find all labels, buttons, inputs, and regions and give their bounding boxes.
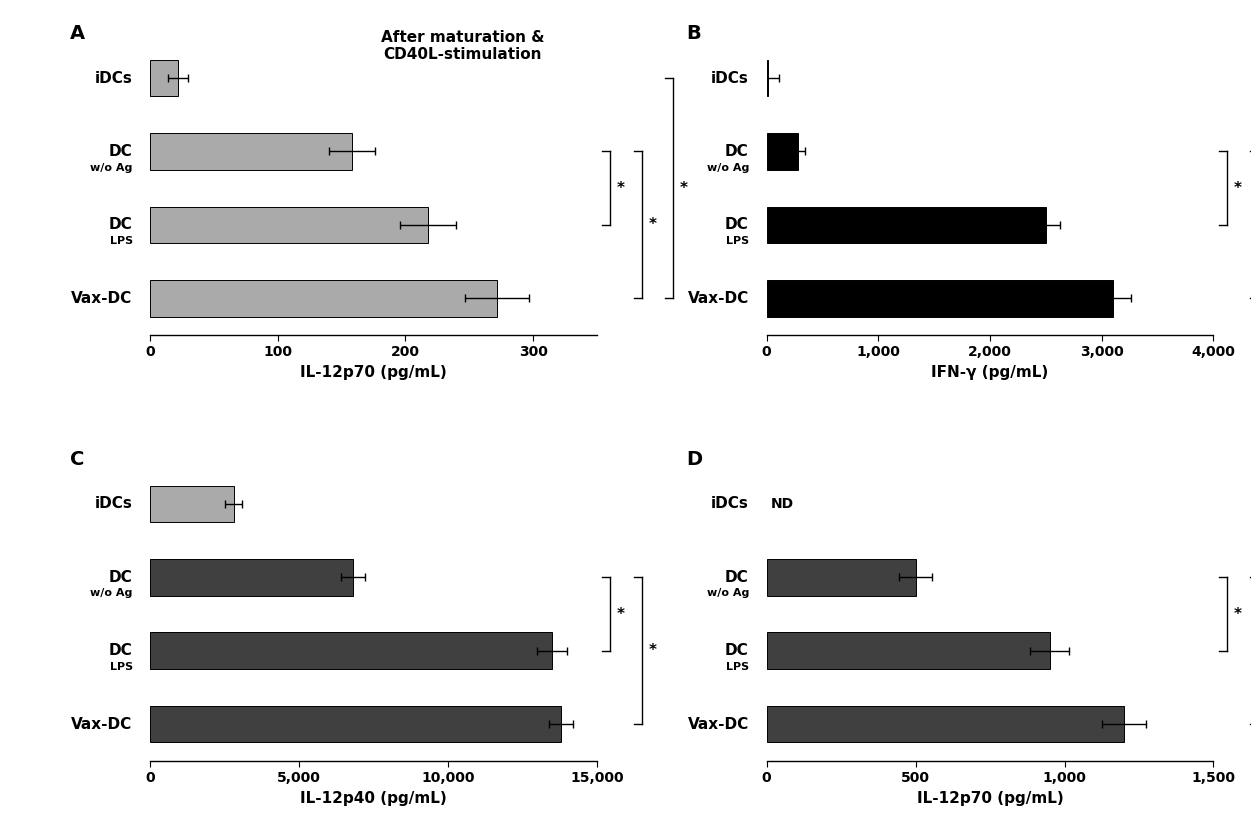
Text: w/o Ag: w/o Ag bbox=[707, 163, 749, 173]
Text: A: A bbox=[70, 24, 85, 43]
X-axis label: IL-12p40 (pg/mL): IL-12p40 (pg/mL) bbox=[300, 791, 447, 805]
Text: iDCs: iDCs bbox=[94, 70, 133, 85]
Bar bbox=[767, 559, 916, 595]
Bar bbox=[150, 705, 562, 743]
Text: DC: DC bbox=[109, 144, 133, 159]
Text: After maturation &
CD40L-stimulation: After maturation & CD40L-stimulation bbox=[382, 30, 544, 62]
Text: w/o Ag: w/o Ag bbox=[90, 163, 133, 173]
Bar bbox=[150, 559, 353, 595]
Text: DC: DC bbox=[726, 643, 749, 658]
Text: *: * bbox=[648, 643, 657, 658]
Text: DC: DC bbox=[726, 144, 749, 159]
Text: *: * bbox=[617, 606, 626, 622]
X-axis label: IFN-γ (pg/mL): IFN-γ (pg/mL) bbox=[932, 365, 1048, 380]
Bar bbox=[767, 633, 1050, 669]
Text: C: C bbox=[70, 450, 84, 469]
X-axis label: IL-12p70 (pg/mL): IL-12p70 (pg/mL) bbox=[917, 791, 1063, 805]
Bar bbox=[150, 207, 428, 243]
Text: *: * bbox=[679, 180, 688, 196]
Text: w/o Ag: w/o Ag bbox=[707, 589, 749, 599]
Bar bbox=[767, 133, 798, 170]
Bar bbox=[767, 280, 1113, 317]
Text: ND: ND bbox=[771, 497, 794, 511]
Bar bbox=[150, 633, 552, 669]
Text: iDCs: iDCs bbox=[94, 496, 133, 511]
Text: *: * bbox=[617, 180, 626, 196]
Bar bbox=[150, 485, 234, 522]
Text: *: * bbox=[648, 218, 657, 232]
Text: D: D bbox=[687, 450, 702, 469]
Text: iDCs: iDCs bbox=[711, 496, 749, 511]
Text: DC: DC bbox=[109, 218, 133, 232]
Text: *: * bbox=[1233, 606, 1241, 622]
Text: Vax-DC: Vax-DC bbox=[71, 717, 133, 732]
Bar bbox=[150, 60, 178, 97]
Text: LPS: LPS bbox=[726, 662, 749, 672]
Text: *: * bbox=[1233, 180, 1241, 196]
Text: DC: DC bbox=[726, 218, 749, 232]
Text: LPS: LPS bbox=[110, 662, 133, 672]
X-axis label: IL-12p70 (pg/mL): IL-12p70 (pg/mL) bbox=[300, 365, 447, 380]
Text: Vax-DC: Vax-DC bbox=[71, 291, 133, 306]
Text: DC: DC bbox=[109, 570, 133, 585]
Bar bbox=[767, 705, 1125, 743]
Text: w/o Ag: w/o Ag bbox=[90, 589, 133, 599]
Text: B: B bbox=[687, 24, 701, 43]
Text: Vax-DC: Vax-DC bbox=[688, 291, 749, 306]
Text: DC: DC bbox=[726, 570, 749, 585]
Bar bbox=[767, 207, 1046, 243]
Bar bbox=[150, 133, 352, 170]
Text: LPS: LPS bbox=[110, 236, 133, 246]
Text: iDCs: iDCs bbox=[711, 70, 749, 85]
Text: Vax-DC: Vax-DC bbox=[688, 717, 749, 732]
Text: LPS: LPS bbox=[726, 236, 749, 246]
Text: DC: DC bbox=[109, 643, 133, 658]
Bar bbox=[150, 280, 498, 317]
